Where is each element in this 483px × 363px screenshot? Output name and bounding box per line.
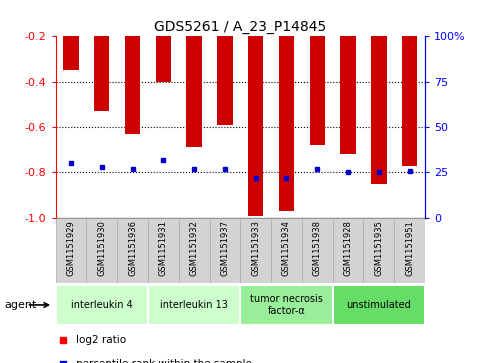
Title: GDS5261 / A_23_P14845: GDS5261 / A_23_P14845 [154, 20, 327, 34]
Bar [125, 0, 140, 134]
Text: GSM1151929: GSM1151929 [67, 220, 75, 276]
Text: GSM1151934: GSM1151934 [282, 220, 291, 276]
Text: GSM1151931: GSM1151931 [159, 220, 168, 276]
Bar [248, 0, 263, 216]
Bar [310, 0, 325, 145]
Bar [86, 218, 117, 283]
Bar [217, 0, 233, 125]
Text: unstimulated: unstimulated [346, 300, 411, 310]
Bar [364, 218, 394, 283]
Bar [402, 0, 417, 166]
Bar [94, 0, 110, 111]
Text: GSM1151937: GSM1151937 [220, 220, 229, 276]
Bar [240, 285, 333, 325]
Bar [394, 218, 425, 283]
Text: GSM1151930: GSM1151930 [97, 220, 106, 276]
Bar [271, 218, 302, 283]
Bar [371, 0, 386, 184]
Text: percentile rank within the sample: percentile rank within the sample [76, 359, 252, 363]
Bar [186, 0, 202, 147]
Bar [156, 0, 171, 82]
Bar [56, 285, 148, 325]
Text: GSM1151936: GSM1151936 [128, 220, 137, 276]
Text: GSM1151951: GSM1151951 [405, 220, 414, 276]
Bar [240, 218, 271, 283]
Text: tumor necrosis
factor-α: tumor necrosis factor-α [250, 294, 323, 316]
Text: interleukin 4: interleukin 4 [71, 300, 133, 310]
Text: GSM1151928: GSM1151928 [343, 220, 353, 276]
Bar [333, 218, 364, 283]
Text: GSM1151938: GSM1151938 [313, 220, 322, 276]
Bar [148, 285, 241, 325]
Text: GSM1151935: GSM1151935 [374, 220, 384, 276]
Bar [341, 0, 356, 154]
Bar [148, 218, 179, 283]
Bar [302, 218, 333, 283]
Bar [63, 0, 79, 70]
Text: GSM1151932: GSM1151932 [190, 220, 199, 276]
Bar [56, 218, 86, 283]
Text: GSM1151933: GSM1151933 [251, 220, 260, 276]
Text: agent: agent [5, 300, 37, 310]
Text: interleukin 13: interleukin 13 [160, 300, 228, 310]
Bar [179, 218, 210, 283]
Text: log2 ratio: log2 ratio [76, 335, 126, 345]
Bar [279, 0, 294, 211]
Bar [117, 218, 148, 283]
Bar [333, 285, 425, 325]
Bar [210, 218, 240, 283]
